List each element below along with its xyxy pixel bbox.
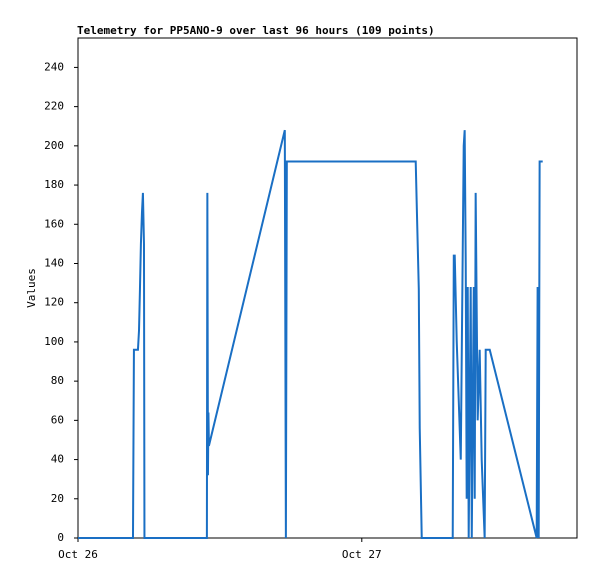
y-tick-label: 20	[51, 492, 64, 505]
y-tick-label: 200	[44, 139, 64, 152]
y-tick-label: 140	[44, 256, 64, 269]
y-tick-label: 220	[44, 100, 64, 113]
y-tick-label: 0	[57, 531, 64, 544]
y-tick-label: 160	[44, 217, 64, 230]
y-tick-label: 60	[51, 413, 64, 426]
x-tick-label: Oct 26	[58, 548, 98, 561]
chart-title: Telemetry for PP5ANO-9 over last 96 hour…	[77, 24, 435, 37]
x-tick-label: Oct 27	[342, 548, 382, 561]
data-line	[78, 129, 543, 539]
y-tick-label: 100	[44, 335, 64, 348]
y-tick-label: 40	[51, 453, 64, 466]
y-tick-label: 80	[51, 374, 64, 387]
plot-frame	[77, 37, 578, 539]
y-tick-label: 240	[44, 60, 64, 73]
y-tick-label: 180	[44, 178, 64, 191]
y-axis-label: Values	[25, 268, 38, 308]
y-tick-label: 120	[44, 296, 64, 309]
